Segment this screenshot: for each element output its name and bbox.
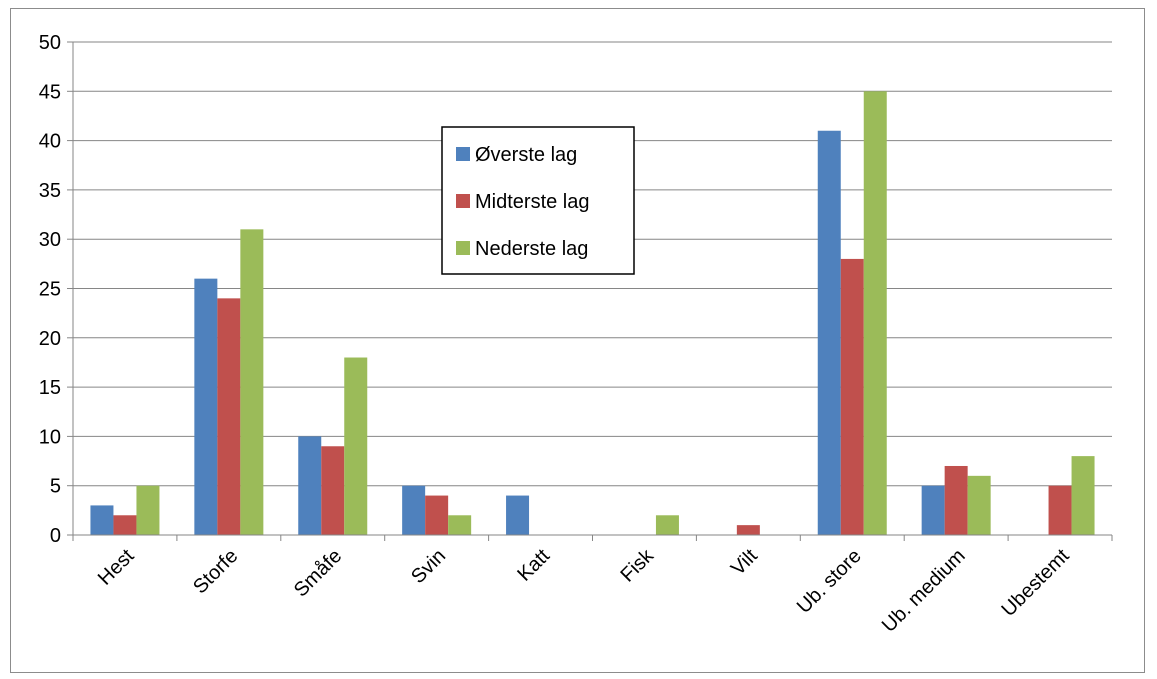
x-tick-label: Fisk [616,544,658,586]
legend-swatch [456,194,470,208]
bar [90,505,114,535]
y-tick-label: 35 [39,180,61,202]
bar [1048,485,1072,535]
x-tick-label: Katt [513,545,554,586]
bar [863,91,887,536]
y-tick-label: 0 [50,525,61,547]
bar [967,475,991,535]
x-tick-label: Ubestemt [998,545,1074,621]
y-axis-ticks: 0 5 10 15 20 25 30 35 40 45 50 [39,32,61,547]
x-tick-label: Svin [407,545,450,588]
legend-label: Øverste lag [475,144,577,166]
bar [298,436,322,535]
y-tick-label: 45 [39,81,61,103]
y-tick-label: 10 [39,426,61,448]
bar [655,515,679,535]
x-tick-label: Småfe [290,545,346,601]
y-tick-label: 20 [39,328,61,350]
bar [344,357,368,535]
legend-swatch [456,147,470,161]
bar [817,130,841,536]
legend-label: Nederste lag [475,238,588,260]
bar [136,485,160,535]
x-tick-label: Ub. store [793,545,866,618]
bar [840,258,864,535]
bar [240,229,264,535]
bar [113,515,137,535]
bar [736,525,760,535]
x-tick-label: Storfe [189,545,242,598]
y-tick-label: 30 [39,229,61,251]
legend-box [441,126,635,275]
x-tick-label: Ub. medium [878,545,970,637]
bar [1071,456,1095,535]
bar [425,495,449,535]
bar [402,485,426,535]
axes [67,41,1113,541]
bar [448,515,472,535]
x-axis-ticks: Hest Storfe Småfe Svin Katt Fisk Vilt Ub. store… [94,544,1074,636]
x-tick-label: Vilt [727,545,762,580]
x-tick-label: Hest [94,545,139,590]
bar [217,298,241,535]
legend-swatch [456,241,470,255]
bar [944,465,968,535]
y-tick-label: 40 [39,131,61,153]
bar [921,485,945,535]
y-tick-label: 5 [50,476,61,498]
y-tick-label: 50 [39,32,61,54]
bar [194,278,218,535]
bars [90,91,1095,536]
bar [321,446,345,535]
y-tick-label: 15 [39,377,61,399]
bar [506,495,530,535]
y-tick-label: 25 [39,279,61,301]
legend-label: Midterste lag [475,191,590,213]
legend: Øverste lag Midterste lag Nederste lag [441,126,635,275]
